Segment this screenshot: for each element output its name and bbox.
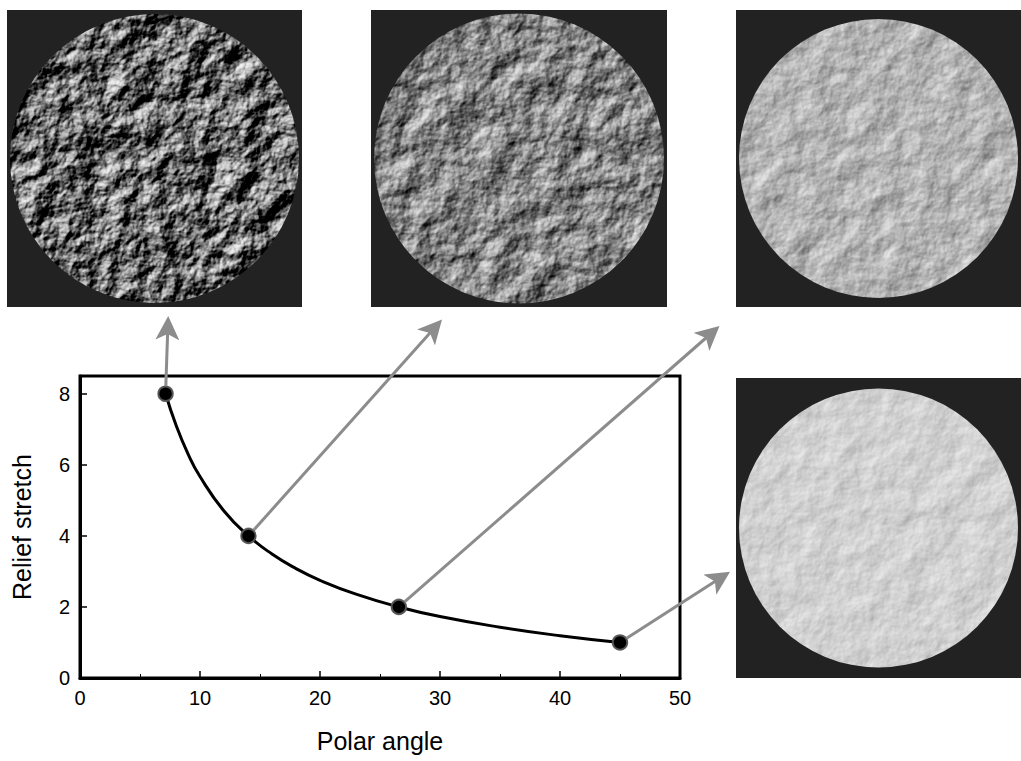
svg-text:0: 0 [74,687,85,709]
svg-text:0: 0 [59,667,70,689]
svg-text:30: 30 [429,687,451,709]
svg-text:20: 20 [309,687,331,709]
svg-text:6: 6 [59,454,70,476]
svg-text:2: 2 [59,596,70,618]
svg-text:10: 10 [189,687,211,709]
svg-text:8: 8 [59,383,70,405]
svg-text:4: 4 [59,525,70,547]
svg-text:Polar angle: Polar angle [317,727,443,755]
svg-text:40: 40 [549,687,571,709]
svg-text:50: 50 [669,687,691,709]
svg-text:Relief stretch: Relief stretch [8,454,36,600]
